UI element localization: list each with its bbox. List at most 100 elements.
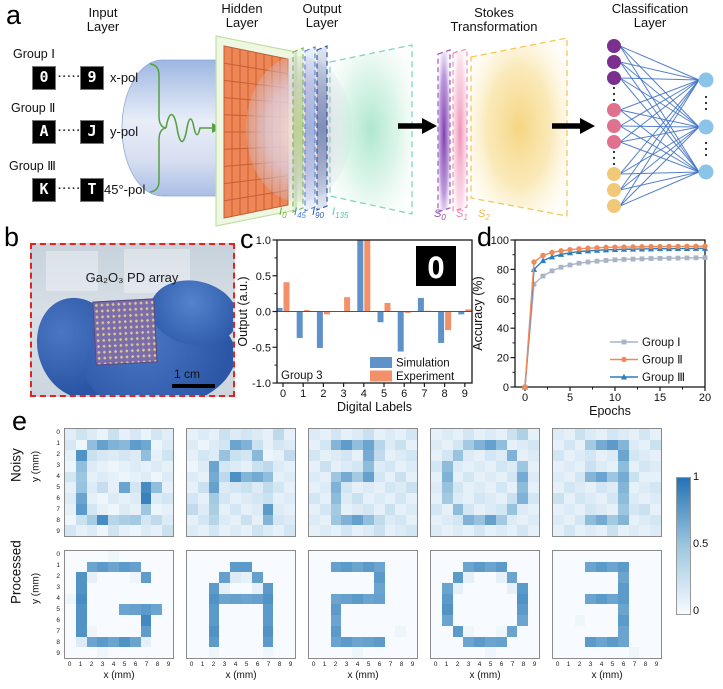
ellipsis-dots-3: ····· <box>58 183 82 195</box>
hidden-layer-title: Hidden Layer <box>221 1 263 30</box>
x-tick: 2 <box>577 661 582 668</box>
bar <box>296 311 303 338</box>
x-tick: 6 <box>255 661 260 668</box>
x-tick: 6 <box>133 661 138 668</box>
bar <box>357 240 364 312</box>
bar <box>303 310 310 312</box>
svg-text:5: 5 <box>381 388 387 400</box>
svg-text:15: 15 <box>654 392 666 404</box>
x-tick: 7 <box>266 661 271 668</box>
svg-text:20: 20 <box>497 353 509 365</box>
legend-swatch <box>370 370 392 382</box>
line-chart: 0 5 10 15 20 0 20 40 60 80 100 Group Ⅰ Group Ⅱ Group … <box>471 235 711 418</box>
input-node <box>607 135 621 149</box>
classification-title: Classification Layer <box>611 1 689 30</box>
input-layer-title: Input Layer <box>86 5 120 34</box>
output-node <box>698 164 714 180</box>
x-tick: 7 <box>388 661 393 668</box>
input-node <box>607 119 621 133</box>
bar <box>283 282 290 312</box>
plane-s0 <box>437 49 451 213</box>
x-tick: 9 <box>166 661 171 668</box>
svg-text:Accuracy (%): Accuracy (%) <box>471 276 485 350</box>
x-tick: 7 <box>144 661 149 668</box>
bar <box>384 302 391 312</box>
pol-label-2: y-pol <box>110 124 139 139</box>
plane-i45 <box>304 46 316 212</box>
x-tick: 3 <box>588 661 593 668</box>
input-node <box>607 71 621 85</box>
colorbar-tick-0: 0 <box>693 605 700 617</box>
x-tick: 8 <box>399 661 404 668</box>
panel-a-diagram <box>121 35 714 227</box>
input-node <box>607 167 621 181</box>
svg-text:-0.5: -0.5 <box>252 342 271 354</box>
svg-text:6: 6 <box>401 388 407 400</box>
svg-text:60: 60 <box>497 294 509 306</box>
x-tick: 8 <box>277 661 282 668</box>
input-node <box>607 199 621 213</box>
bar <box>404 311 411 313</box>
glyph-tile-last-1: 9 <box>80 66 104 90</box>
x-tick: 6 <box>499 661 504 668</box>
ellipsis-dots-1: ····· <box>58 71 82 83</box>
plane-s1 <box>452 48 468 212</box>
bar <box>465 309 472 312</box>
x-tick: 8 <box>155 661 160 668</box>
svg-text:Experiment: Experiment <box>396 371 455 383</box>
svg-text:100: 100 <box>491 235 509 247</box>
y-tick: 7 <box>56 627 60 635</box>
svg-text:0: 0 <box>503 382 509 394</box>
panel-label-d: d <box>477 222 493 252</box>
y-tick: 9 <box>56 649 60 657</box>
x-axis-label: x (mm) <box>347 670 379 681</box>
y-tick: 1 <box>56 562 60 570</box>
x-tick: 3 <box>100 661 105 668</box>
heatmap-noisy-3 <box>552 428 662 537</box>
x-tick: 2 <box>89 661 94 668</box>
scalebar <box>172 384 215 388</box>
x-tick: 0 <box>311 661 316 668</box>
scalebar-label: 1 cm <box>174 367 201 381</box>
svg-text:1: 1 <box>300 388 306 400</box>
bar <box>316 311 323 348</box>
bar-chart: 1.0 0.5 0.0 -0.5 -1.0 0 1 2 3 4 5 6 7 8 9 Output (a.u.)… <box>236 235 473 414</box>
x-tick: 5 <box>366 661 371 668</box>
x-tick: 5 <box>488 661 493 668</box>
svg-text:2: 2 <box>320 388 326 400</box>
x-tick: 2 <box>211 661 216 668</box>
y-axis-label-processed: y (mm) <box>30 572 42 604</box>
y-tick: 6 <box>56 494 60 502</box>
bar <box>438 311 445 343</box>
line-series-Group Ⅰ <box>522 255 708 390</box>
bar <box>323 311 330 315</box>
x-axis-label: x (mm) <box>591 670 623 681</box>
x-tick: 1 <box>200 661 205 668</box>
x-tick: 6 <box>377 661 382 668</box>
y-tick: 0 <box>56 551 60 559</box>
arrow-stokes-to-classifier <box>552 118 595 134</box>
y-tick: 8 <box>56 638 60 646</box>
x-tick: 8 <box>521 661 526 668</box>
window-pane <box>46 251 98 291</box>
plane-i135 <box>329 44 413 215</box>
x-tick: 4 <box>233 661 238 668</box>
y-tick: 7 <box>56 505 60 513</box>
x-tick: 0 <box>67 661 72 668</box>
y-tick: 8 <box>56 516 60 524</box>
bar <box>276 307 283 312</box>
pd-array-chip <box>92 298 158 366</box>
x-tick: 4 <box>599 661 604 668</box>
line-series-Group Ⅱ <box>522 243 708 390</box>
pol-label-3: 45°-pol <box>104 182 146 197</box>
x-tick: 0 <box>555 661 560 668</box>
output-node <box>698 119 714 135</box>
x-tick: 1 <box>78 661 83 668</box>
x-tick: 1 <box>444 661 449 668</box>
y-tick: 4 <box>56 473 60 481</box>
x-tick: 3 <box>466 661 471 668</box>
heatmap-noisy-2 <box>308 428 418 537</box>
plane-s2 <box>470 37 568 217</box>
pulse-wave <box>165 113 212 143</box>
x-tick: 0 <box>433 661 438 668</box>
